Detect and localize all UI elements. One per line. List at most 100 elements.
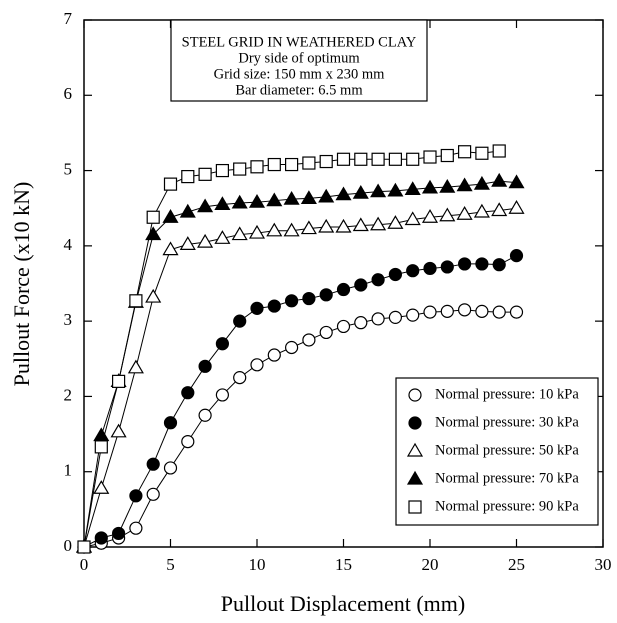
data-point <box>354 152 368 166</box>
data-point <box>197 198 214 213</box>
data-point <box>491 202 508 217</box>
data-point <box>423 261 437 276</box>
data-point <box>440 304 454 318</box>
legend-marker <box>406 470 424 485</box>
data-point <box>233 314 247 328</box>
data-point <box>492 305 506 319</box>
x-tick-label: 0 <box>80 555 89 574</box>
data-point <box>336 152 351 166</box>
data-point <box>388 310 402 324</box>
data-point <box>127 359 144 374</box>
data-point <box>421 209 439 223</box>
data-point <box>473 203 490 218</box>
data-point <box>163 461 178 475</box>
data-point <box>458 145 472 159</box>
data-point <box>439 207 456 222</box>
data-point <box>162 209 179 223</box>
data-point <box>146 487 160 501</box>
data-point <box>475 257 489 271</box>
data-point <box>179 203 196 218</box>
data-point <box>266 192 283 207</box>
data-point <box>267 348 281 362</box>
data-point <box>129 521 143 535</box>
data-point <box>285 340 299 355</box>
data-point <box>145 288 162 303</box>
data-point <box>406 264 420 278</box>
data-point <box>458 303 472 317</box>
data-point <box>250 358 264 372</box>
data-point <box>163 416 178 430</box>
data-point <box>283 222 300 237</box>
data-point <box>300 220 317 235</box>
data-point <box>354 278 368 292</box>
x-tick-label: 5 <box>166 555 175 574</box>
data-point <box>267 157 281 172</box>
data-point <box>423 150 437 164</box>
data-point <box>456 206 473 220</box>
data-point <box>146 210 160 224</box>
data-point <box>233 371 247 385</box>
data-point <box>250 160 264 174</box>
data-point <box>145 226 162 241</box>
legend-label: Normal pressure: 70 kPa <box>435 470 579 486</box>
data-point <box>94 440 108 454</box>
data-point <box>111 526 126 541</box>
y-tick-label: 6 <box>64 84 73 103</box>
y-tick-label: 1 <box>64 461 73 480</box>
annotation: Grid size: 150 mm x 230 mm <box>214 66 385 82</box>
x-tick-label: 10 <box>249 555 266 574</box>
data-point <box>388 152 402 166</box>
data-point <box>387 215 404 229</box>
data-point <box>285 294 299 308</box>
data-point <box>336 282 351 297</box>
data-point <box>456 177 473 192</box>
data-point <box>197 233 214 248</box>
data-point <box>129 294 143 308</box>
data-point <box>214 230 231 244</box>
data-point <box>285 157 299 172</box>
legend-label: Normal pressure: 10 kPa <box>435 386 579 402</box>
data-point <box>248 194 266 208</box>
data-point <box>179 236 196 250</box>
data-point <box>508 174 525 189</box>
data-point <box>302 156 316 170</box>
legend-box <box>395 377 599 526</box>
annotation: STEEL GRID IN WEATHERED CLAY <box>182 34 417 50</box>
data-point <box>406 308 420 322</box>
y-tick-label: 5 <box>64 159 73 178</box>
data-point <box>77 540 91 554</box>
data-point <box>492 144 506 158</box>
data-point <box>302 333 316 347</box>
data-point <box>404 211 421 226</box>
annotation-box <box>170 19 428 102</box>
data-point <box>231 226 248 241</box>
data-point <box>94 531 108 545</box>
x-axis-title: Pullout Displacement (mm) <box>221 591 465 616</box>
y-tick-label: 0 <box>64 536 73 555</box>
x-tick-label: 25 <box>508 555 525 574</box>
data-point <box>423 305 437 319</box>
legend-label: Normal pressure: 30 kPa <box>435 414 579 430</box>
legend-marker <box>406 442 424 457</box>
legend-label: Normal pressure: 50 kPa <box>435 442 579 458</box>
data-point <box>181 169 195 184</box>
data-point <box>248 224 266 239</box>
annotation: Bar diameter: 6.5 mm <box>235 82 363 98</box>
data-point <box>370 216 387 231</box>
data-point <box>215 163 229 178</box>
data-point <box>318 218 335 233</box>
legend-marker <box>408 500 422 514</box>
legend-marker <box>408 388 422 402</box>
data-point <box>181 386 195 400</box>
data-point <box>335 186 352 201</box>
data-point <box>473 175 490 190</box>
data-point <box>370 183 387 198</box>
data-point <box>387 182 404 197</box>
y-tick-label: 4 <box>64 235 73 254</box>
data-point <box>250 301 264 315</box>
data-point <box>439 178 456 193</box>
data-point <box>181 435 195 449</box>
data-point <box>371 273 385 287</box>
data-point <box>475 146 489 160</box>
